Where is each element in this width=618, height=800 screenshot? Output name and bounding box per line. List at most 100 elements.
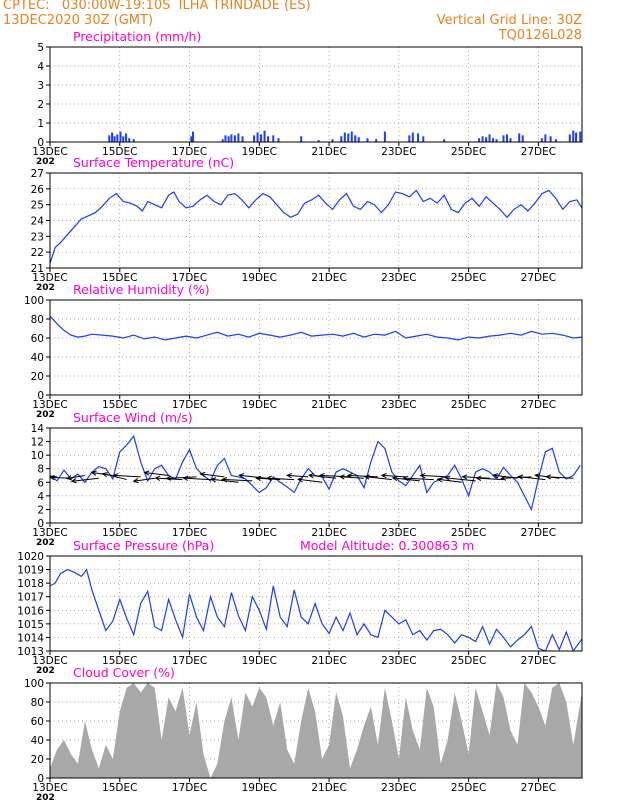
precip-bar (357, 137, 360, 142)
precip-bar (505, 134, 508, 142)
wind-arrow-head (545, 474, 552, 480)
wind-arrow-head (143, 470, 150, 476)
humidity-title: Relative Humidity (%) (73, 282, 210, 297)
wind-ytick-label: 12 (31, 437, 44, 449)
precip-bar (366, 138, 369, 142)
precipitation-year-label: 202 (36, 157, 55, 167)
precip-bar (579, 131, 582, 142)
precipitation-plot-area (108, 130, 582, 142)
precip-bar (485, 137, 488, 142)
wind-arrow-head (221, 477, 228, 483)
precip-bar (132, 139, 135, 142)
wind-arrow (113, 474, 141, 478)
precip-bar (408, 135, 411, 142)
humidity-year-label: 202 (36, 410, 55, 420)
wind-arrow-head (266, 475, 272, 481)
wind-arrow-head (444, 475, 451, 481)
wind-xtick-label: 23DEC (381, 527, 416, 539)
precip-bar (343, 132, 346, 142)
precip-bar (113, 136, 116, 142)
precip-bar (108, 135, 111, 142)
wind-arrow-head (517, 474, 524, 480)
precipitation-xtick-label: 27DEC (521, 146, 556, 158)
precip-bar (521, 135, 524, 142)
cloud-year-label: 202 (36, 793, 55, 800)
cloud-ytick-label: 100 (24, 678, 44, 690)
wind-arrow (155, 477, 183, 481)
wind-arrow-head (296, 477, 303, 483)
humidity-plot-area (50, 315, 582, 341)
wind-ytick-label: 10 (31, 450, 44, 462)
humidity-ytick-label: 100 (24, 295, 44, 307)
temperature-series-line (50, 189, 582, 264)
wind-arrow-head (461, 474, 468, 480)
temperature-xtick-label: 17DEC (172, 272, 207, 284)
wind-xtick-label: 15DEC (102, 527, 137, 539)
precip-bar (277, 138, 280, 142)
wind-arrow-head (70, 478, 77, 484)
wind-arrow (420, 474, 448, 478)
precip-bar (495, 139, 498, 142)
wind-arrow-head (419, 472, 426, 479)
cloud-xtick-label: 19DEC (242, 782, 277, 794)
cloud-frame (49, 682, 583, 779)
wind-arrow-head (286, 473, 292, 479)
precip-bar (260, 134, 263, 142)
humidity-xtick-label: 25DEC (451, 399, 486, 411)
humidity-ytick-label: 60 (31, 333, 44, 345)
humidity-ytick-label: 20 (31, 371, 44, 383)
precip-bar (267, 136, 270, 142)
precip-bar (481, 136, 484, 142)
cloud-area (50, 683, 582, 778)
precip-bar (478, 138, 481, 142)
precip-bar (230, 134, 233, 142)
wind-arrow (133, 477, 155, 482)
temperature-year-label: 202 (36, 283, 55, 293)
header-line1-right: Vertical Grid Line: 30Z (436, 13, 582, 28)
cloud-xtick-label: 23DEC (381, 782, 416, 794)
wind-arrow-head (182, 475, 189, 481)
wind-arrow (347, 474, 378, 478)
precip-bar (575, 132, 578, 142)
precip-bar (116, 134, 119, 142)
wind-arrow (222, 478, 253, 482)
pressure-year-label: 202 (36, 666, 55, 676)
precip-bar (417, 133, 420, 142)
wind-xtick-label: 13DEC (32, 527, 67, 539)
wind-arrow (381, 474, 406, 478)
wind-arrow (518, 476, 546, 481)
precip-bar (549, 136, 552, 142)
wind-arrow (66, 475, 85, 479)
cloud-ytick-label: 60 (31, 716, 44, 728)
temperature-xtick-label: 23DEC (381, 272, 416, 284)
precipitation-ytick-label: 3 (37, 80, 44, 92)
cloud-xtick-label: 25DEC (451, 782, 486, 794)
precipitation-xtick-label: 17DEC (172, 146, 207, 158)
wind-arrow-head (210, 477, 217, 483)
wind-arrow (546, 476, 574, 479)
temperature-xtick-label: 19DEC (242, 272, 277, 284)
precip-bar (509, 138, 512, 142)
pressure-ytick-label: 1020 (17, 551, 44, 563)
precipitation-xtick-label: 15DEC (102, 146, 137, 158)
temperature-ytick-label: 26 (31, 184, 45, 196)
temperature-xtick-label: 21DEC (311, 272, 346, 284)
precip-bar (572, 130, 575, 142)
pressure-xtick-label: 15DEC (102, 655, 137, 667)
pressure-ytick-label: 1017 (17, 592, 44, 604)
precip-bar (233, 135, 236, 142)
wind-arrow-head (475, 475, 482, 481)
pressure-ytick-label: 1018 (17, 578, 44, 590)
wind-arrow (239, 474, 267, 479)
wind-arrow-head (112, 472, 119, 479)
precip-bar (422, 136, 425, 142)
wind-arrow (364, 476, 392, 481)
humidity-xtick-label: 17DEC (172, 399, 207, 411)
temperature-xtick-label: 27DEC (521, 272, 556, 284)
wind-arrow-head (436, 477, 443, 483)
precipitation-ytick-label: 5 (37, 42, 44, 54)
pressure-xtick-label: 17DEC (172, 655, 207, 667)
temperature-plot-area (50, 189, 582, 264)
pressure-xtick-label: 19DEC (242, 655, 277, 667)
